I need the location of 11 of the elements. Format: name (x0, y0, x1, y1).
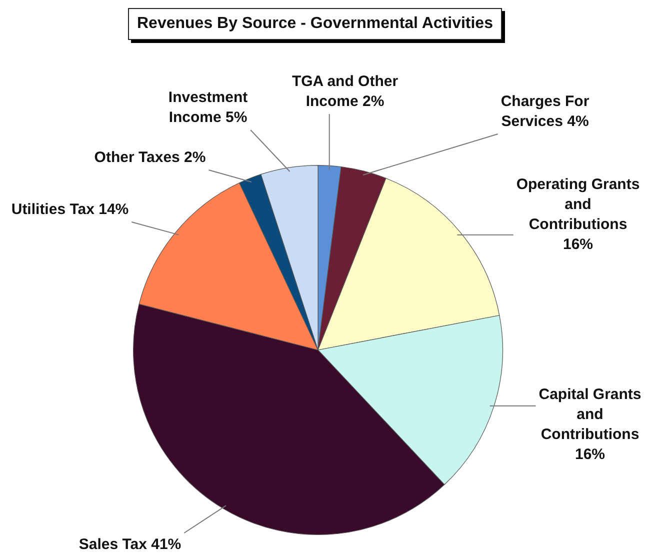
slice-label: Other Taxes 2% (94, 149, 206, 166)
data-label: 16% (574, 446, 606, 464)
slice-label: Operating Grants and Contributions (516, 176, 640, 234)
data-label: 16% (562, 236, 594, 254)
slice-label: Capital Grants and Contributions (538, 386, 642, 444)
slice-label: Utilities Tax 14% (11, 201, 129, 218)
slice-label: Charges For Services 4% (500, 93, 590, 130)
slice-label: Sales Tax 41% (78, 536, 182, 554)
chart-title: Revenues By Source - Governmental Activities (128, 8, 502, 40)
slice-label: Investment Income 5% (168, 89, 248, 126)
slice-label: TGA and Other Income 2% (292, 73, 398, 110)
